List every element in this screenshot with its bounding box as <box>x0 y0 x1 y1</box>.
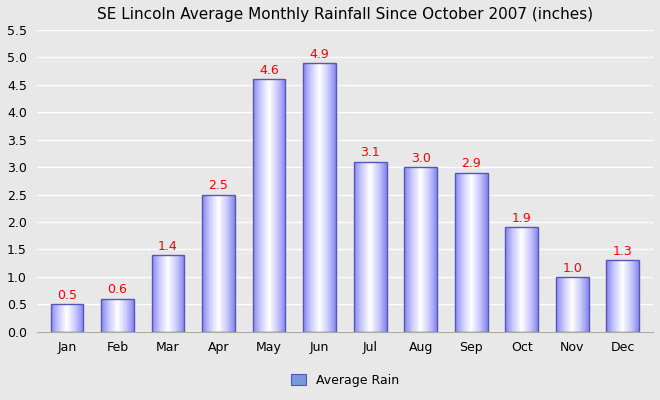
Bar <box>202 194 235 332</box>
Text: 4.6: 4.6 <box>259 64 279 77</box>
Text: 0.5: 0.5 <box>57 289 77 302</box>
Bar <box>101 299 134 332</box>
Bar <box>354 162 387 332</box>
Text: 1.0: 1.0 <box>562 262 582 274</box>
Text: 1.9: 1.9 <box>512 212 531 225</box>
Bar <box>404 167 437 332</box>
Text: 2.9: 2.9 <box>461 157 481 170</box>
Legend: Average Rain: Average Rain <box>286 369 404 392</box>
Bar <box>556 277 589 332</box>
Bar <box>455 172 488 332</box>
Text: 1.3: 1.3 <box>613 245 633 258</box>
Text: 2.5: 2.5 <box>209 179 228 192</box>
Text: 3.1: 3.1 <box>360 146 380 160</box>
Text: 4.9: 4.9 <box>310 48 329 61</box>
Title: SE Lincoln Average Monthly Rainfall Since October 2007 (inches): SE Lincoln Average Monthly Rainfall Sinc… <box>97 7 593 22</box>
Bar <box>303 63 336 332</box>
Text: 0.6: 0.6 <box>108 284 127 296</box>
Bar <box>152 255 184 332</box>
Bar <box>607 260 639 332</box>
Bar <box>51 304 83 332</box>
Text: 1.4: 1.4 <box>158 240 178 253</box>
Bar <box>253 79 286 332</box>
Text: 3.0: 3.0 <box>411 152 430 165</box>
Bar <box>506 227 538 332</box>
